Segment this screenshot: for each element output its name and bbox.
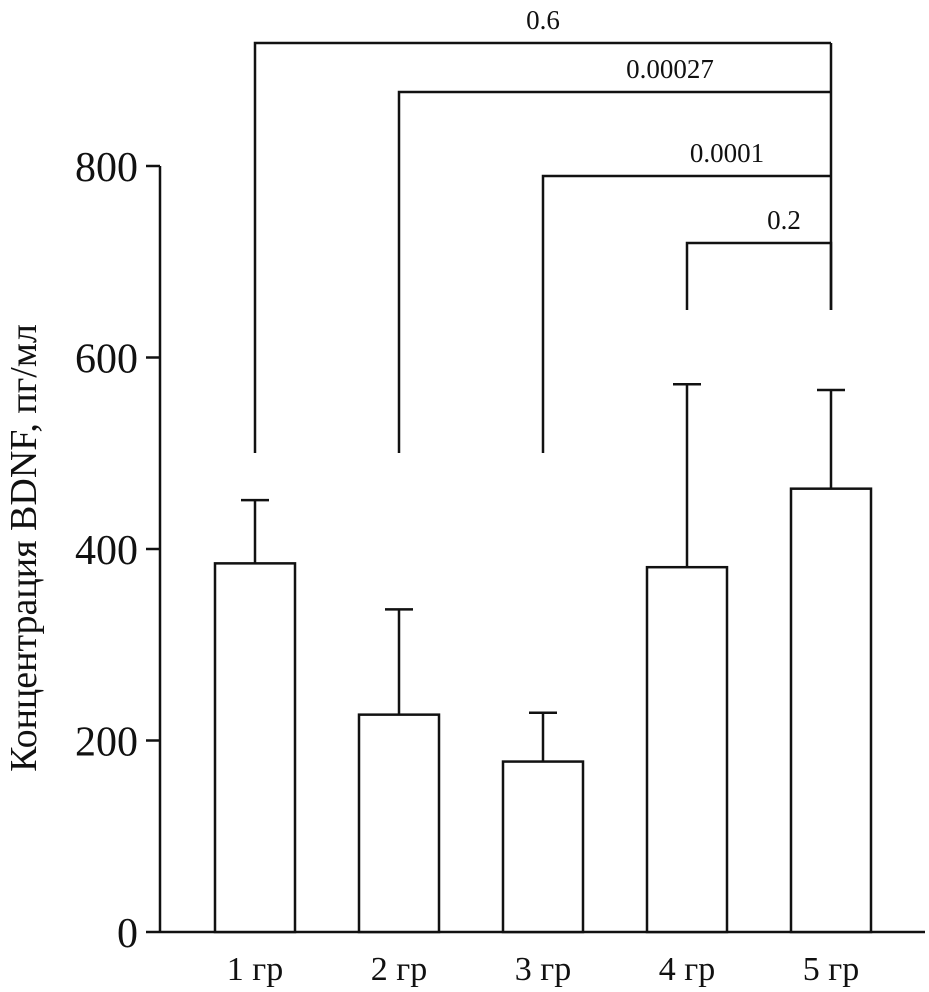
y-tick-label: 200 [75, 720, 138, 766]
significance-brackets: 0.6 0.00027 0.0001 0.2 [253, 5, 833, 453]
significance-bracket [253, 41, 831, 453]
y-tick-label: 600 [75, 337, 138, 383]
bar [789, 487, 873, 934]
y-tick-label: 0 [117, 911, 138, 957]
x-tick-label: 4 гр [659, 951, 715, 988]
y-tick-label: 400 [75, 528, 138, 574]
x-tick-label: 5 гр [803, 951, 859, 988]
significance-bracket [685, 241, 833, 310]
bars: 1 гр 2 гр 3 гр 4 гр 5 гр [213, 383, 873, 988]
y-tick-label: 800 [75, 145, 138, 191]
significance-bracket [397, 90, 831, 453]
bar [501, 760, 585, 934]
bar [645, 565, 729, 934]
y-axis-label: Концентрация BDNF, пг/мл [3, 324, 45, 772]
bar [213, 562, 297, 934]
x-tick-label: 1 гр [227, 951, 283, 988]
x-tick-label: 3 гр [515, 951, 571, 988]
significance-bracket [541, 174, 831, 453]
p-value-label: 0.0001 [690, 138, 764, 168]
p-value-label: 0.2 [767, 205, 801, 235]
x-tick-label: 2 гр [371, 951, 427, 988]
p-value-label: 0.00027 [626, 54, 714, 84]
bar [357, 713, 441, 934]
p-value-label: 0.6 [526, 5, 560, 35]
